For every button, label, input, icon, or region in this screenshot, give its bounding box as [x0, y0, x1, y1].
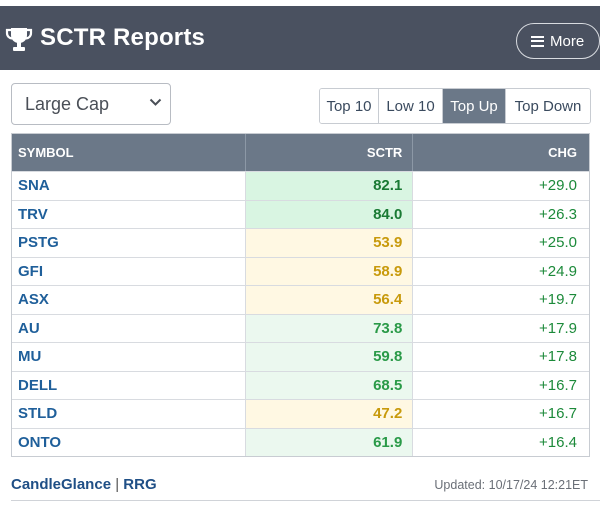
table-row[interactable]: SNA 82.1 +29.0 [12, 171, 589, 200]
tab-top-up[interactable]: Top Up [443, 89, 506, 123]
symbol-link[interactable]: STLD [12, 400, 246, 428]
cap-select[interactable]: Large Cap [11, 83, 171, 125]
symbol-link[interactable]: DELL [12, 371, 246, 399]
symbol-link[interactable]: AU [12, 314, 246, 342]
chg-value: +19.7 [413, 286, 589, 314]
tab-top-10[interactable]: Top 10 [320, 89, 379, 123]
sctr-value: 58.9 [245, 257, 414, 285]
table-row[interactable]: AU 73.8 +17.9 [12, 313, 589, 342]
symbol-link[interactable]: PSTG [12, 229, 246, 257]
sctr-value: 59.8 [245, 343, 414, 371]
chg-value: +16.4 [413, 428, 589, 456]
symbol-link[interactable]: GFI [12, 257, 246, 285]
symbol-link[interactable]: ONTO [12, 428, 246, 456]
report-tabs: Top 10 Low 10 Top Up Top Down [319, 88, 591, 124]
table-body: SNA 82.1 +29.0 TRV 84.0 +26.3 PSTG 53.9 +25.0 GFI… [12, 171, 589, 456]
chg-value: +17.8 [413, 343, 589, 371]
sctr-table: SYMBOL SCTR CHG SNA 82.1 +29.0 TRV 84.0 +26.3… [11, 133, 590, 457]
footer-links: CandleGlance | RRG [11, 476, 157, 493]
tab-top-down[interactable]: Top Down [506, 89, 590, 123]
more-button-label: More [550, 32, 585, 50]
table-row[interactable]: TRV 84.0 +26.3 [12, 199, 589, 228]
column-header-chg[interactable]: CHG [548, 145, 577, 160]
sctr-value: 53.9 [245, 229, 414, 257]
more-button[interactable]: More [516, 23, 600, 59]
chg-value: +16.7 [413, 400, 589, 428]
table-row[interactable]: PSTG 53.9 +25.0 [12, 228, 589, 257]
symbol-link[interactable]: MU [12, 343, 246, 371]
sctr-value: 84.0 [245, 200, 414, 228]
updated-timestamp: Updated: 10/17/24 12:21ET [434, 478, 588, 492]
footer-separator: | [115, 476, 120, 493]
table-row[interactable]: GFI 58.9 +24.9 [12, 256, 589, 285]
sctr-value: 82.1 [245, 172, 414, 200]
divider [11, 500, 600, 501]
table-row[interactable]: ASX 56.4 +19.7 [12, 285, 589, 314]
sctr-value: 61.9 [245, 428, 414, 456]
symbol-link[interactable]: SNA [12, 172, 246, 200]
sctr-value: 56.4 [245, 286, 414, 314]
table-header: SYMBOL SCTR CHG [12, 134, 589, 171]
symbol-link[interactable]: TRV [12, 200, 246, 228]
chg-value: +26.3 [413, 200, 589, 228]
sctr-value: 68.5 [245, 371, 414, 399]
chevron-down-icon [149, 98, 162, 106]
chg-value: +17.9 [413, 314, 589, 342]
trophy-icon [5, 28, 33, 51]
candleglance-link[interactable]: CandleGlance [11, 476, 112, 493]
header-bar: SCTR Reports More [0, 6, 600, 70]
symbol-link[interactable]: ASX [12, 286, 246, 314]
chg-value: +25.0 [413, 229, 589, 257]
column-header-symbol[interactable]: SYMBOL [12, 134, 246, 171]
chg-value: +24.9 [413, 257, 589, 285]
sctr-value: 47.2 [245, 400, 414, 428]
table-row[interactable]: MU 59.8 +17.8 [12, 342, 589, 371]
column-header-sctr[interactable]: SCTR [246, 134, 414, 171]
tab-low-10[interactable]: Low 10 [379, 89, 443, 123]
cap-select-value: Large Cap [25, 93, 110, 114]
page-title: SCTR Reports [40, 24, 206, 51]
sctr-value: 73.8 [245, 314, 414, 342]
rrg-link[interactable]: RRG [123, 476, 157, 493]
table-row[interactable]: ONTO 61.9 +16.4 [12, 427, 589, 456]
table-row[interactable]: STLD 47.2 +16.7 [12, 399, 589, 428]
table-row[interactable]: DELL 68.5 +16.7 [12, 370, 589, 399]
chg-value: +29.0 [413, 172, 589, 200]
chg-value: +16.7 [413, 371, 589, 399]
menu-icon [531, 35, 544, 47]
